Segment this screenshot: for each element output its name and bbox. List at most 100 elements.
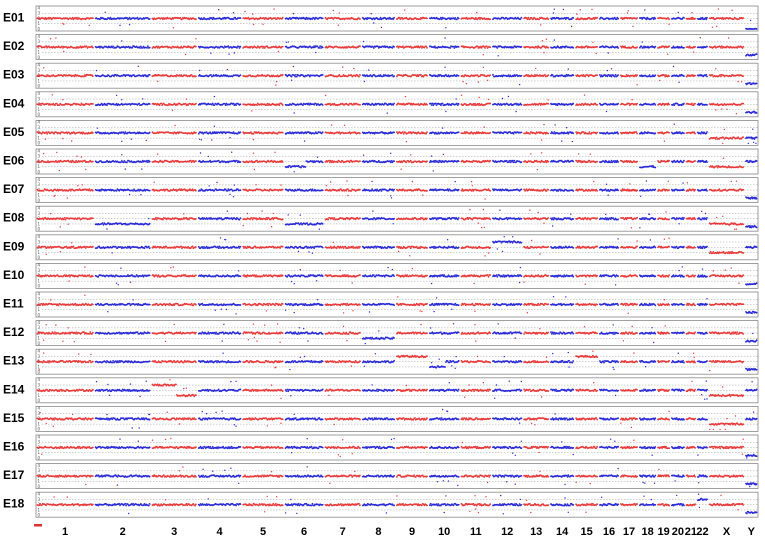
data-point — [402, 45, 404, 48]
sample-panel-e01: E0101234 — [3, 5, 759, 32]
data-point — [147, 161, 149, 164]
data-point — [719, 74, 721, 76]
outlier-point — [213, 95, 216, 98]
outlier-point — [478, 96, 480, 99]
data-point — [508, 159, 511, 162]
data-point — [148, 73, 151, 76]
outlier-point — [63, 23, 65, 25]
data-point — [596, 16, 598, 19]
outlier-point — [726, 108, 728, 111]
data-point — [420, 45, 422, 48]
data-point — [476, 45, 479, 48]
data-point — [683, 102, 685, 105]
data-point — [136, 16, 139, 19]
data-point — [256, 104, 258, 106]
data-point — [58, 104, 61, 106]
outlier-point — [386, 112, 388, 114]
data-point — [235, 104, 238, 106]
data-point — [457, 75, 460, 77]
data-point — [184, 102, 187, 105]
data-point — [599, 74, 601, 76]
data-point — [664, 75, 667, 78]
data-point — [437, 161, 440, 164]
data-point — [456, 18, 458, 21]
outlier-point — [85, 168, 87, 171]
series-chr-2 — [94, 11, 151, 26]
data-point — [582, 131, 585, 133]
outlier-point — [543, 123, 545, 126]
data-point — [648, 74, 651, 76]
data-point — [45, 75, 48, 78]
outlier-point — [228, 53, 230, 55]
sample-panels: E0101234E0201234E0301234E0401234E0501234… — [3, 5, 759, 518]
data-point — [195, 18, 197, 21]
data-point — [645, 18, 648, 21]
data-point — [547, 46, 550, 49]
data-point — [636, 102, 638, 105]
outlier-point — [185, 98, 188, 100]
data-point — [304, 166, 307, 168]
data-point — [429, 102, 432, 105]
outlier-point — [404, 9, 406, 11]
data-point — [454, 17, 457, 19]
data-point — [654, 132, 657, 135]
data-point — [211, 102, 214, 105]
data-point — [654, 104, 657, 106]
data-point — [402, 131, 404, 133]
data-point — [668, 103, 670, 106]
sample-panel-e04: E0401234 — [3, 91, 759, 118]
data-point — [596, 74, 598, 76]
data-point — [393, 102, 395, 105]
data-point — [236, 47, 238, 49]
outlier-point — [400, 168, 402, 170]
outlier-point — [199, 69, 201, 72]
outlier-point — [444, 37, 446, 39]
outlier-point — [432, 170, 434, 172]
outlier-point — [342, 66, 344, 68]
outlier-point — [141, 168, 143, 170]
data-point — [683, 75, 685, 77]
outlier-point — [405, 141, 408, 143]
data-point — [239, 74, 242, 77]
data-point — [91, 17, 94, 20]
data-point — [161, 17, 164, 19]
data-point — [293, 74, 296, 76]
data-point — [505, 159, 508, 162]
data-point — [195, 102, 197, 105]
data-point — [587, 132, 590, 135]
outlier-point — [570, 25, 573, 28]
outlier-point — [579, 9, 581, 11]
outlier-point — [253, 168, 256, 171]
data-point — [588, 131, 591, 133]
outlier-point — [62, 99, 64, 101]
data-point — [112, 45, 114, 48]
outlier-point — [663, 140, 666, 142]
outlier-point — [541, 40, 544, 42]
outlier-point — [353, 67, 355, 70]
data-point — [457, 102, 460, 105]
outlier-point — [130, 138, 133, 140]
data-point — [613, 75, 616, 78]
data-point — [281, 161, 284, 163]
y-tick-label: 4 — [38, 5, 41, 10]
data-point — [252, 132, 255, 135]
data-point — [239, 161, 242, 163]
data-point — [359, 104, 361, 106]
data-point — [138, 102, 141, 105]
data-point — [426, 17, 428, 20]
data-point — [683, 16, 685, 19]
outlier-point — [410, 154, 412, 156]
sample-panel-e06: E0601234 — [3, 148, 759, 175]
outlier-point — [641, 41, 643, 43]
data-point — [139, 47, 142, 49]
data-point — [527, 16, 530, 19]
data-point — [596, 131, 598, 134]
data-point — [520, 45, 523, 48]
data-point — [440, 16, 442, 19]
data-point — [295, 75, 298, 78]
data-point — [281, 16, 284, 19]
outlier-point — [476, 11, 478, 14]
data-point — [359, 18, 361, 20]
data-point — [596, 103, 598, 106]
data-point — [393, 160, 395, 163]
